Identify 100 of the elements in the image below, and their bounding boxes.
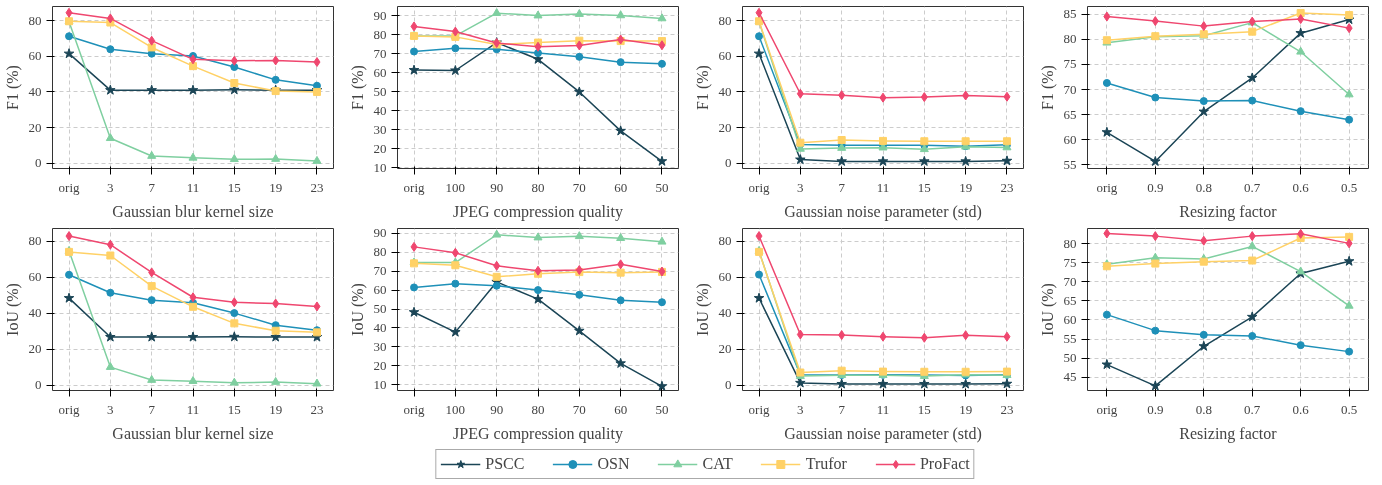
y-tick-label: 0	[35, 377, 42, 393]
y-axis-title: F1 (%)	[3, 65, 22, 110]
y-tick-label: 90	[373, 8, 387, 23]
y-axis-title: F1 (%)	[1038, 65, 1057, 110]
y-tick-label: 60	[718, 269, 732, 285]
y-tick-label: 75	[1063, 254, 1077, 270]
x-axis-title: Gaussian noise parameter (std)	[784, 424, 982, 443]
y-tick-label: 70	[1063, 273, 1077, 289]
x-tick-label: 100	[445, 179, 466, 195]
legend-label: ProFact	[919, 455, 970, 473]
x-tick-label: 0.5	[1341, 179, 1358, 195]
x-tick-label: 0.9	[1147, 401, 1164, 417]
x-tick-label: 11	[876, 179, 890, 195]
y-axis-title: F1 (%)	[693, 65, 712, 110]
x-axis-title: Gaussian blur kernel size	[112, 424, 274, 442]
x-tick-label: 19	[959, 401, 973, 417]
y-tick-label: 10	[373, 376, 387, 392]
x-tick-label: orig	[748, 179, 770, 195]
x-tick-label: 0.7	[1244, 179, 1261, 195]
x-tick-label: 23	[1000, 401, 1014, 417]
x-tick-label: 60	[614, 179, 628, 195]
x-axis-title: Resizing factor	[1179, 424, 1278, 443]
y-tick-label: 65	[1063, 292, 1077, 308]
x-tick-label: 3	[107, 179, 114, 195]
x-tick-label: orig	[403, 401, 425, 417]
x-tick-label: 90	[490, 179, 504, 195]
x-tick-label: 0.7	[1244, 401, 1261, 417]
x-axis-title: Gaussian noise parameter (std)	[784, 202, 982, 221]
y-tick-label: 55	[1063, 156, 1077, 172]
x-tick-label: orig	[58, 179, 80, 195]
y-tick-label: 80	[373, 26, 387, 42]
y-tick-label: 0	[725, 155, 732, 171]
y-tick-label: 60	[28, 269, 42, 285]
x-tick-label: 11	[186, 179, 200, 195]
x-tick-label: 3	[797, 401, 804, 417]
x-tick-label: orig	[403, 179, 425, 195]
x-tick-label: 80	[531, 401, 545, 417]
y-tick-label: 40	[718, 305, 732, 321]
x-tick-label: 0.5	[1341, 401, 1358, 417]
x-tick-label: 90	[490, 401, 504, 417]
y-tick-label: 70	[373, 45, 387, 61]
y-tick-label: 60	[373, 64, 387, 80]
y-axis-title: F1 (%)	[348, 65, 367, 110]
y-tick-label: 80	[28, 233, 42, 249]
x-tick-label: 7	[148, 179, 156, 195]
y-tick-label: 40	[373, 102, 387, 118]
x-tick-label: orig	[748, 401, 770, 417]
y-axis-title: IoU (%)	[1038, 283, 1057, 336]
legend-label: OSN	[597, 455, 630, 473]
y-tick-label: 50	[373, 301, 387, 317]
x-tick-label: 19	[269, 179, 283, 195]
y-tick-label: 80	[28, 12, 42, 28]
y-tick-label: 70	[1063, 81, 1077, 97]
x-tick-label: 19	[269, 401, 283, 417]
y-tick-label: 80	[373, 244, 387, 260]
x-tick-label: 60	[614, 401, 628, 417]
x-axis-title: JPEG compression quality	[453, 202, 623, 221]
x-tick-label: 70	[572, 179, 586, 195]
y-tick-label: 80	[1063, 235, 1077, 251]
x-tick-label: 15	[917, 179, 931, 195]
x-axis-title: Resizing factor	[1179, 202, 1278, 221]
legend-label: CAT	[702, 455, 733, 473]
x-tick-label: 100	[445, 401, 466, 417]
x-tick-label: 7	[838, 401, 846, 417]
y-tick-label: 85	[1063, 6, 1077, 22]
x-tick-label: 11	[186, 401, 200, 417]
legend-label: Trufor	[805, 455, 847, 473]
y-tick-label: 55	[1063, 331, 1077, 347]
y-tick-label: 70	[373, 263, 387, 279]
x-tick-label: 15	[917, 401, 931, 417]
x-tick-label: 15	[227, 401, 241, 417]
y-tick-label: 60	[1063, 311, 1077, 327]
y-tick-label: 50	[1063, 350, 1077, 366]
x-tick-label: 0.9	[1147, 179, 1164, 195]
y-axis-title: IoU (%)	[348, 283, 367, 336]
y-tick-label: 90	[373, 225, 387, 241]
x-tick-label: 11	[876, 401, 890, 417]
x-tick-label: 23	[1000, 179, 1014, 195]
y-tick-label: 30	[373, 121, 387, 137]
y-tick-label: 10	[373, 159, 387, 175]
x-tick-label: 19	[959, 179, 973, 195]
y-tick-label: 80	[1063, 31, 1077, 47]
x-tick-label: 23	[310, 179, 324, 195]
x-axis-title: JPEG compression quality	[453, 424, 623, 443]
y-tick-label: 20	[373, 140, 387, 156]
y-tick-label: 80	[718, 12, 732, 28]
y-tick-label: 60	[718, 48, 732, 64]
x-tick-label: 3	[797, 179, 804, 195]
y-tick-label: 20	[718, 341, 732, 357]
legend-label: PSCC	[485, 455, 525, 473]
y-axis-title: IoU (%)	[693, 283, 712, 336]
y-tick-label: 0	[35, 155, 42, 171]
x-tick-label: 0.8	[1195, 401, 1212, 417]
y-tick-label: 75	[1063, 56, 1077, 72]
x-tick-label: 7	[838, 179, 846, 195]
y-tick-label: 20	[718, 119, 732, 135]
x-tick-label: 70	[572, 401, 586, 417]
x-tick-label: 80	[531, 179, 545, 195]
y-tick-label: 40	[28, 83, 42, 99]
x-tick-label: orig	[58, 401, 80, 417]
